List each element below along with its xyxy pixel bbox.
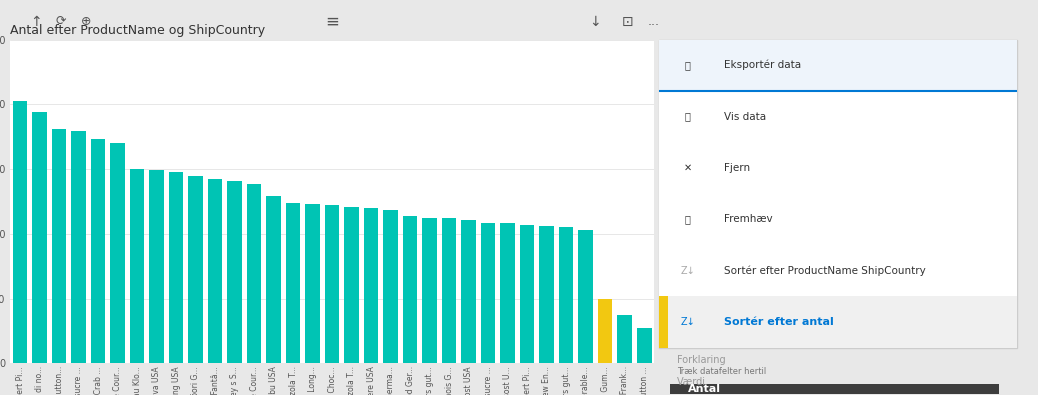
Bar xyxy=(227,181,242,363)
FancyBboxPatch shape xyxy=(659,245,1017,296)
Text: Antal efter ProductName og ShipCountry: Antal efter ProductName og ShipCountry xyxy=(10,24,266,37)
Bar xyxy=(267,196,281,363)
Bar xyxy=(345,207,359,363)
FancyBboxPatch shape xyxy=(659,296,1017,348)
Bar xyxy=(285,203,300,363)
Bar xyxy=(598,299,612,363)
Text: Sortér efter ProductName ShipCountry: Sortér efter ProductName ShipCountry xyxy=(723,265,925,276)
Bar xyxy=(110,143,125,363)
FancyBboxPatch shape xyxy=(659,40,1017,348)
Text: Fremhæv: Fremhæv xyxy=(723,214,772,224)
Bar xyxy=(325,205,339,363)
Bar xyxy=(169,172,184,363)
Bar xyxy=(364,208,379,363)
Bar xyxy=(247,184,262,363)
Text: Antal: Antal xyxy=(688,384,720,394)
Text: ⊕: ⊕ xyxy=(81,15,91,28)
Text: Forklaring: Forklaring xyxy=(677,355,726,365)
Bar xyxy=(12,101,27,363)
Bar xyxy=(578,230,593,363)
Bar xyxy=(422,218,437,363)
Bar xyxy=(618,315,632,363)
Bar xyxy=(403,216,417,363)
Text: ↑: ↑ xyxy=(30,15,42,29)
Text: ≡: ≡ xyxy=(325,13,339,31)
Bar xyxy=(149,170,164,363)
Bar xyxy=(188,175,203,363)
Text: Z↓: Z↓ xyxy=(680,317,695,327)
Text: 🖼: 🖼 xyxy=(685,214,690,224)
Bar xyxy=(540,226,554,363)
Text: ⊡: ⊡ xyxy=(622,15,633,29)
Text: ↓: ↓ xyxy=(590,15,601,29)
Bar xyxy=(32,112,47,363)
Bar xyxy=(558,228,573,363)
Text: ✕: ✕ xyxy=(684,163,692,173)
FancyBboxPatch shape xyxy=(659,296,668,348)
FancyBboxPatch shape xyxy=(659,142,1017,194)
Bar xyxy=(130,169,144,363)
Text: Eksportér data: Eksportér data xyxy=(723,60,800,70)
Text: 📄: 📄 xyxy=(685,60,690,70)
FancyBboxPatch shape xyxy=(659,91,1017,142)
Bar xyxy=(442,218,457,363)
Bar xyxy=(208,179,222,363)
Bar xyxy=(461,220,476,363)
Bar xyxy=(72,132,86,363)
FancyBboxPatch shape xyxy=(670,384,1000,394)
Bar xyxy=(520,226,535,363)
Text: Z↓: Z↓ xyxy=(680,265,695,276)
Text: Vis data: Vis data xyxy=(723,111,766,122)
Bar xyxy=(305,204,320,363)
FancyBboxPatch shape xyxy=(659,40,1017,91)
Text: ⟳: ⟳ xyxy=(55,15,66,28)
Text: Træk datafelter hertil: Træk datafelter hertil xyxy=(677,367,766,376)
Bar xyxy=(91,139,106,363)
Bar xyxy=(637,328,652,363)
Bar xyxy=(500,224,515,363)
Text: ...: ... xyxy=(648,15,659,28)
Text: Værdi: Værdi xyxy=(677,377,706,387)
FancyBboxPatch shape xyxy=(659,194,1017,245)
Text: Sortér efter antal: Sortér efter antal xyxy=(723,317,834,327)
Text: Fjern: Fjern xyxy=(723,163,749,173)
Bar xyxy=(52,129,66,363)
Bar xyxy=(383,210,398,363)
Bar xyxy=(481,223,495,363)
Text: 📊: 📊 xyxy=(685,111,690,122)
